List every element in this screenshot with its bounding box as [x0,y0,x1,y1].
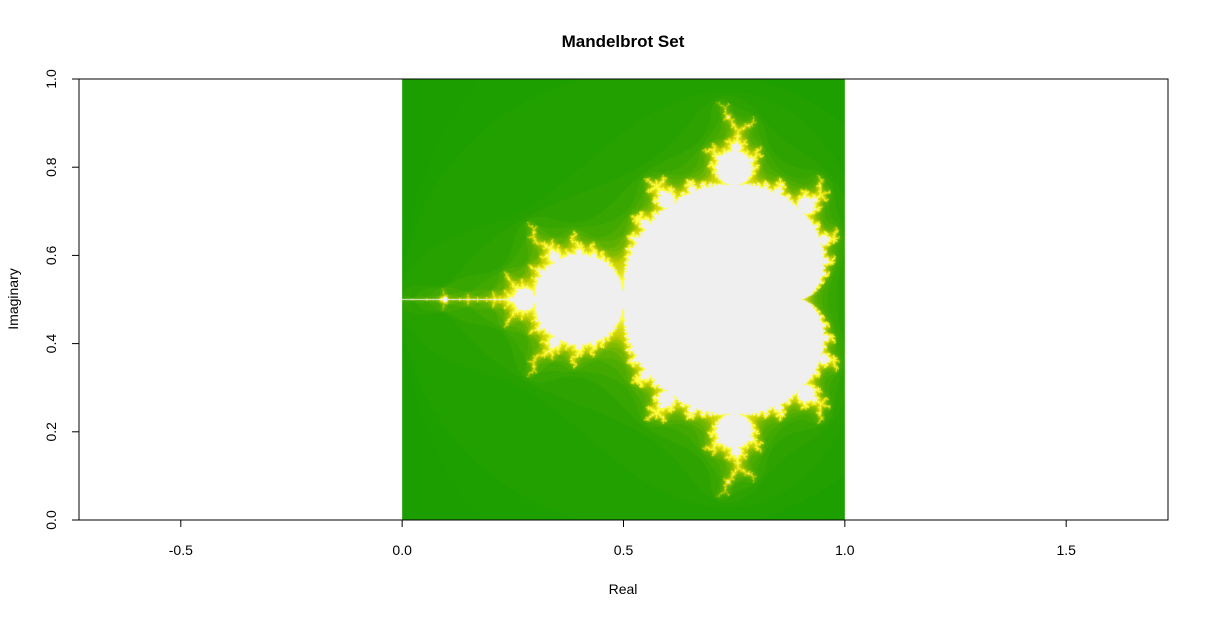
x-tick-label: 0.5 [614,542,634,558]
x-tick-label: -0.5 [169,542,193,558]
y-tick-label: 0.0 [43,510,59,530]
x-axis: -0.5 0.0 0.5 1.0 1.5 [169,519,1076,558]
y-tick-label: 0.4 [43,334,59,354]
x-axis-label: Real [609,581,638,597]
x-tick-label: 0.0 [392,542,412,558]
mandelbrot-heatmap-image [402,79,845,520]
x-tick-label: 1.0 [835,542,855,558]
y-tick-label: 0.6 [43,245,59,265]
chart-title: Mandelbrot Set [562,32,685,51]
x-tick-label: 1.5 [1056,542,1076,558]
y-tick-label: 1.0 [43,69,59,89]
y-tick-label: 0.8 [43,157,59,177]
y-axis-label: Imaginary [5,268,21,329]
y-tick-label: 0.2 [43,422,59,442]
y-axis: 0.0 0.2 0.4 0.6 0.8 1.0 [43,69,80,530]
